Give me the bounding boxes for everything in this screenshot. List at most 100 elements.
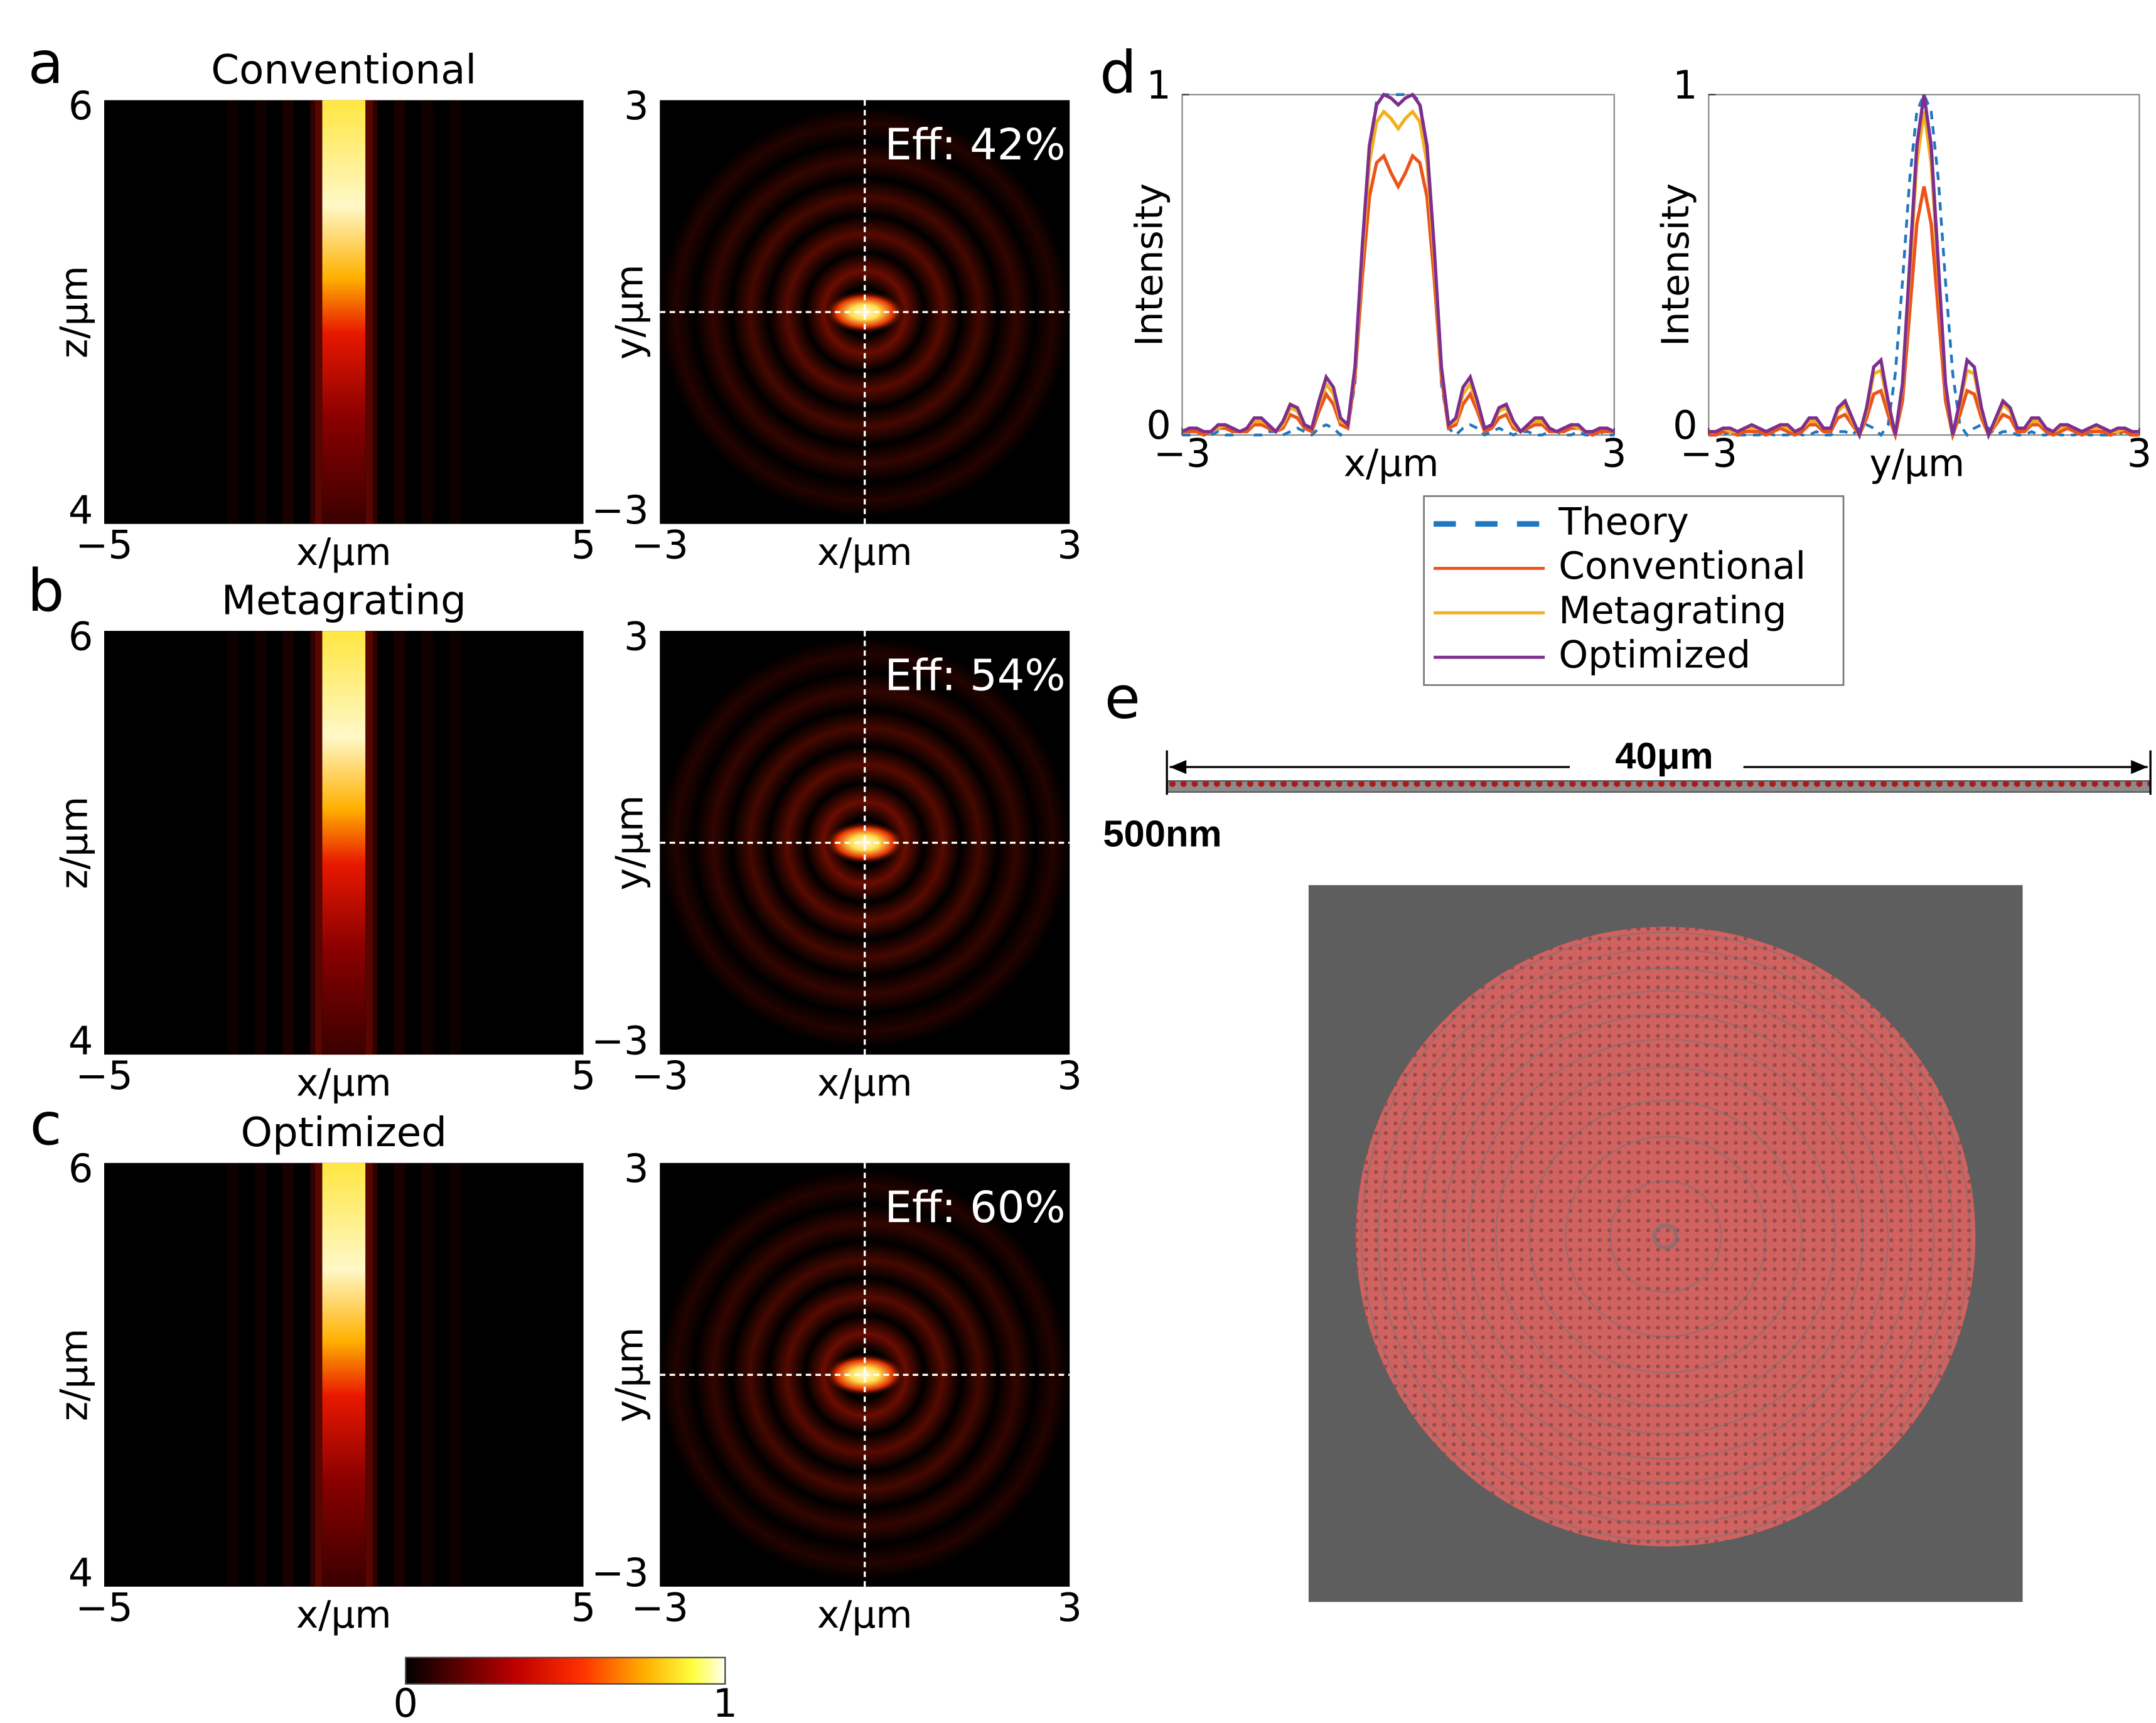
x-tick-label: 3 — [1058, 1053, 1082, 1098]
y-axis-label: Intensity — [1128, 183, 1171, 346]
side-fringe — [227, 1162, 239, 1587]
legend-label: Optimized — [1558, 634, 1751, 677]
y-axis-label: y/μm — [609, 264, 652, 360]
efficiency-label: Eff: 60% — [885, 1183, 1066, 1233]
series-line — [1708, 186, 2140, 441]
y-tick-label: 4 — [68, 1018, 93, 1064]
x-axis-label: y/μm — [1869, 442, 1965, 485]
efficiency-label: Eff: 54% — [885, 650, 1066, 700]
y-axis-label: z/μm — [53, 266, 96, 358]
series-line — [1708, 94, 2140, 441]
y-tick-label: 1 — [1673, 62, 1697, 108]
y-tick-label: 0 — [1673, 402, 1697, 448]
structure-side-view — [1166, 780, 2152, 793]
side-fringe — [254, 100, 267, 524]
x-tick-label: 5 — [571, 1585, 596, 1631]
side-fringe — [365, 631, 378, 1055]
x-tick-label: 5 — [571, 1053, 596, 1098]
y-tick-label: 6 — [68, 1146, 93, 1191]
side-fringe — [310, 631, 322, 1055]
side-fringe — [310, 1162, 322, 1587]
panel-title: Metagrating — [222, 577, 466, 624]
y-tick-label: 3 — [624, 83, 648, 129]
x-axis-label: x/μm — [817, 1594, 913, 1637]
side-fringe — [449, 100, 461, 524]
side-fringe — [227, 631, 239, 1055]
legend-label: Conventional — [1558, 545, 1806, 588]
side-fringe — [310, 100, 322, 524]
x-axis-label: x/μm — [296, 1061, 392, 1105]
x-tick-label: −3 — [1680, 430, 1737, 476]
panel-label: e — [1105, 663, 1140, 731]
y-axis-label: y/μm — [609, 1327, 652, 1422]
y-axis-label: z/μm — [53, 797, 96, 889]
efficiency-label: Eff: 42% — [885, 120, 1066, 170]
x-tick-label: 3 — [2127, 430, 2152, 476]
x-tick-label: −3 — [631, 1053, 689, 1098]
y-tick-label: 0 — [1146, 402, 1171, 448]
y-tick-label: −3 — [591, 1550, 648, 1596]
y-tick-label: 6 — [68, 83, 93, 129]
y-tick-label: 6 — [68, 613, 93, 659]
x-tick-label: 5 — [571, 522, 596, 567]
x-tick-label: −3 — [631, 1585, 689, 1631]
y-axis-label: z/μm — [53, 1328, 96, 1421]
y-tick-label: 4 — [68, 1550, 93, 1596]
y-tick-label: 1 — [1146, 62, 1171, 108]
x-tick-label: −5 — [75, 1585, 132, 1631]
colorbar-tick-label: 0 — [394, 1680, 418, 1723]
side-fringe — [282, 1162, 294, 1587]
x-tick-label: 3 — [1602, 430, 1626, 476]
y-axis-label: y/μm — [609, 795, 652, 891]
panel-title: Conventional — [211, 46, 476, 94]
side-fringe — [421, 100, 433, 524]
side-fringe — [365, 1162, 378, 1587]
side-fringe — [365, 100, 378, 524]
x-axis-label: x/μm — [817, 531, 913, 574]
side-fringe — [254, 1162, 267, 1587]
panel-label: b — [28, 557, 65, 625]
y-axis-label: Intensity — [1655, 183, 1698, 346]
legend — [1423, 495, 1845, 686]
x-axis-label: x/μm — [817, 1061, 913, 1105]
side-fringe — [282, 631, 294, 1055]
series-line — [1182, 93, 1614, 437]
thickness-label: 500nm — [1103, 812, 1221, 854]
y-tick-label: −3 — [591, 1018, 648, 1064]
panel-title: Optimized — [241, 1109, 447, 1156]
panel-label: d — [1100, 38, 1137, 106]
side-fringe — [449, 631, 461, 1055]
colorbar-tick-label: 1 — [713, 1680, 737, 1723]
plot-frame — [1708, 94, 2140, 436]
series-line — [1182, 153, 1614, 437]
x-tick-label: −5 — [75, 522, 132, 567]
side-fringe — [394, 100, 405, 524]
x-tick-label: 3 — [1058, 522, 1082, 567]
focused-beam — [322, 631, 366, 1055]
side-fringe — [449, 1162, 461, 1587]
side-fringe — [394, 631, 405, 1055]
y-tick-label: 4 — [68, 487, 93, 533]
ring-boundaries — [1360, 931, 1971, 1542]
legend-label: Theory — [1558, 500, 1689, 544]
plot-frame — [1181, 94, 1615, 436]
focused-beam — [322, 100, 366, 524]
side-fringe — [394, 1162, 405, 1587]
x-tick-label: 3 — [1058, 1585, 1082, 1631]
legend-label: Metagrating — [1558, 589, 1786, 633]
x-axis-label: x/μm — [296, 1594, 392, 1637]
x-tick-label: −3 — [1154, 430, 1211, 476]
length-label: 40μm — [1615, 734, 1713, 776]
series-line — [1181, 92, 1615, 434]
x-axis-label: x/μm — [296, 531, 392, 574]
x-tick-label: −5 — [75, 1053, 132, 1098]
y-tick-label: −3 — [591, 487, 648, 533]
focused-beam — [322, 1162, 366, 1587]
metalens-disk — [1356, 926, 1976, 1547]
side-fringe — [227, 100, 239, 524]
side-fringe — [282, 100, 294, 524]
side-fringe — [421, 631, 433, 1055]
y-tick-label: 3 — [624, 1146, 648, 1191]
side-fringe — [421, 1162, 433, 1587]
